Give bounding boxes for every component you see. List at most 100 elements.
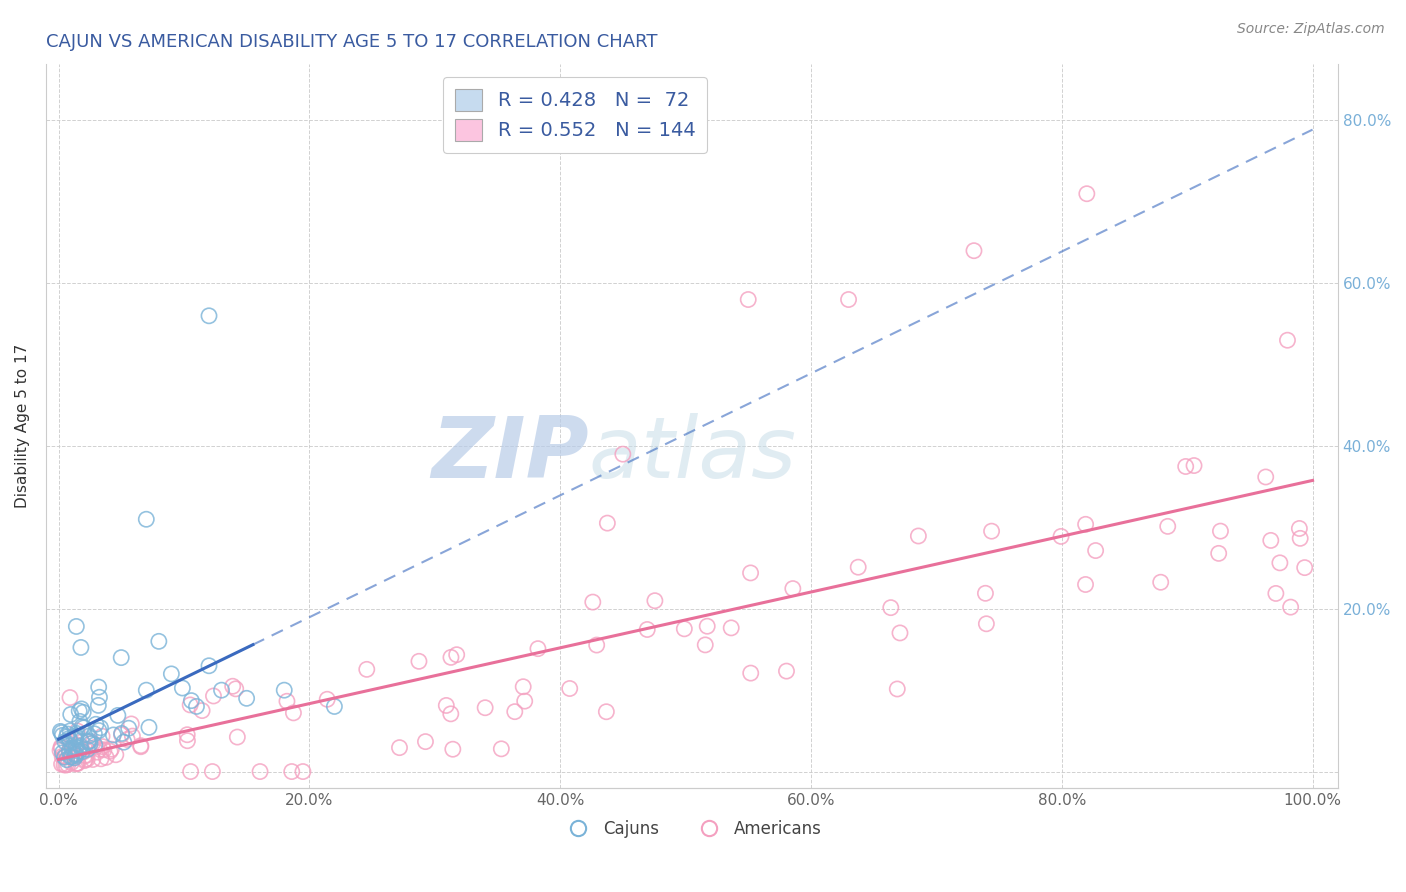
Point xyxy=(1288,521,1310,535)
Point xyxy=(49,739,72,754)
Point xyxy=(82,752,104,766)
Point xyxy=(120,717,142,731)
Point xyxy=(51,757,73,772)
Point xyxy=(775,664,797,678)
Point xyxy=(283,706,305,720)
Text: ZIP: ZIP xyxy=(430,413,589,496)
Point xyxy=(1050,529,1073,543)
Point xyxy=(62,741,84,756)
Point xyxy=(49,743,72,757)
Point xyxy=(65,747,87,762)
Point xyxy=(838,293,860,307)
Point xyxy=(1174,459,1197,474)
Text: atlas: atlas xyxy=(589,413,796,496)
Point xyxy=(59,733,82,747)
Point xyxy=(115,732,138,747)
Point xyxy=(121,729,143,743)
Point xyxy=(51,741,73,756)
Point xyxy=(72,720,94,734)
Point xyxy=(176,728,198,742)
Point xyxy=(90,752,112,766)
Point xyxy=(70,702,93,716)
Point xyxy=(612,447,634,461)
Point xyxy=(740,566,762,580)
Point xyxy=(84,739,107,754)
Point xyxy=(65,748,87,763)
Point xyxy=(211,683,233,698)
Point xyxy=(1264,586,1286,600)
Point xyxy=(356,662,378,676)
Point xyxy=(58,743,80,757)
Point xyxy=(491,742,513,756)
Point xyxy=(1157,519,1180,533)
Point xyxy=(66,756,89,771)
Point xyxy=(51,728,73,742)
Point xyxy=(83,738,105,752)
Point xyxy=(1084,543,1107,558)
Point xyxy=(55,753,77,767)
Point xyxy=(907,529,929,543)
Text: Source: ZipAtlas.com: Source: ZipAtlas.com xyxy=(1237,22,1385,37)
Point xyxy=(55,749,77,764)
Point xyxy=(180,693,202,707)
Point xyxy=(179,698,201,712)
Point xyxy=(91,739,114,754)
Point xyxy=(53,749,76,764)
Point xyxy=(65,738,87,752)
Point xyxy=(87,698,110,713)
Point xyxy=(1074,577,1097,591)
Point xyxy=(225,681,247,696)
Point xyxy=(974,586,997,600)
Point xyxy=(695,638,717,652)
Point xyxy=(1182,458,1205,473)
Point xyxy=(135,512,157,526)
Point xyxy=(474,700,496,714)
Point xyxy=(79,737,101,751)
Point xyxy=(434,698,457,713)
Point xyxy=(176,733,198,747)
Point xyxy=(63,750,86,764)
Point xyxy=(58,734,80,748)
Point xyxy=(696,619,718,633)
Point xyxy=(56,727,79,741)
Point xyxy=(180,764,202,779)
Point xyxy=(103,728,125,742)
Point xyxy=(280,764,302,779)
Point xyxy=(65,729,87,743)
Point xyxy=(129,739,152,754)
Point xyxy=(98,744,121,758)
Y-axis label: Disability Age 5 to 17: Disability Age 5 to 17 xyxy=(15,343,30,508)
Point xyxy=(51,725,73,739)
Point xyxy=(291,764,314,779)
Point xyxy=(527,641,550,656)
Point xyxy=(65,726,87,740)
Point xyxy=(980,524,1002,538)
Point xyxy=(59,707,82,722)
Point xyxy=(138,720,160,734)
Point xyxy=(65,619,87,633)
Point xyxy=(53,734,76,748)
Point xyxy=(66,724,89,739)
Point xyxy=(58,731,80,746)
Point xyxy=(880,600,903,615)
Point xyxy=(72,706,94,720)
Point xyxy=(89,742,111,756)
Point xyxy=(1209,524,1232,538)
Point xyxy=(70,735,93,749)
Point xyxy=(408,654,430,668)
Point xyxy=(160,666,183,681)
Point xyxy=(110,726,132,740)
Point xyxy=(963,244,986,258)
Point xyxy=(129,739,152,753)
Point xyxy=(636,623,658,637)
Point xyxy=(67,744,90,758)
Text: CAJUN VS AMERICAN DISABILITY AGE 5 TO 17 CORRELATION CHART: CAJUN VS AMERICAN DISABILITY AGE 5 TO 17… xyxy=(46,33,658,51)
Point xyxy=(440,706,463,721)
Point xyxy=(49,724,72,739)
Point xyxy=(69,739,91,753)
Point xyxy=(53,757,76,772)
Point xyxy=(56,757,79,772)
Point xyxy=(595,705,617,719)
Point xyxy=(89,721,111,735)
Point xyxy=(186,699,208,714)
